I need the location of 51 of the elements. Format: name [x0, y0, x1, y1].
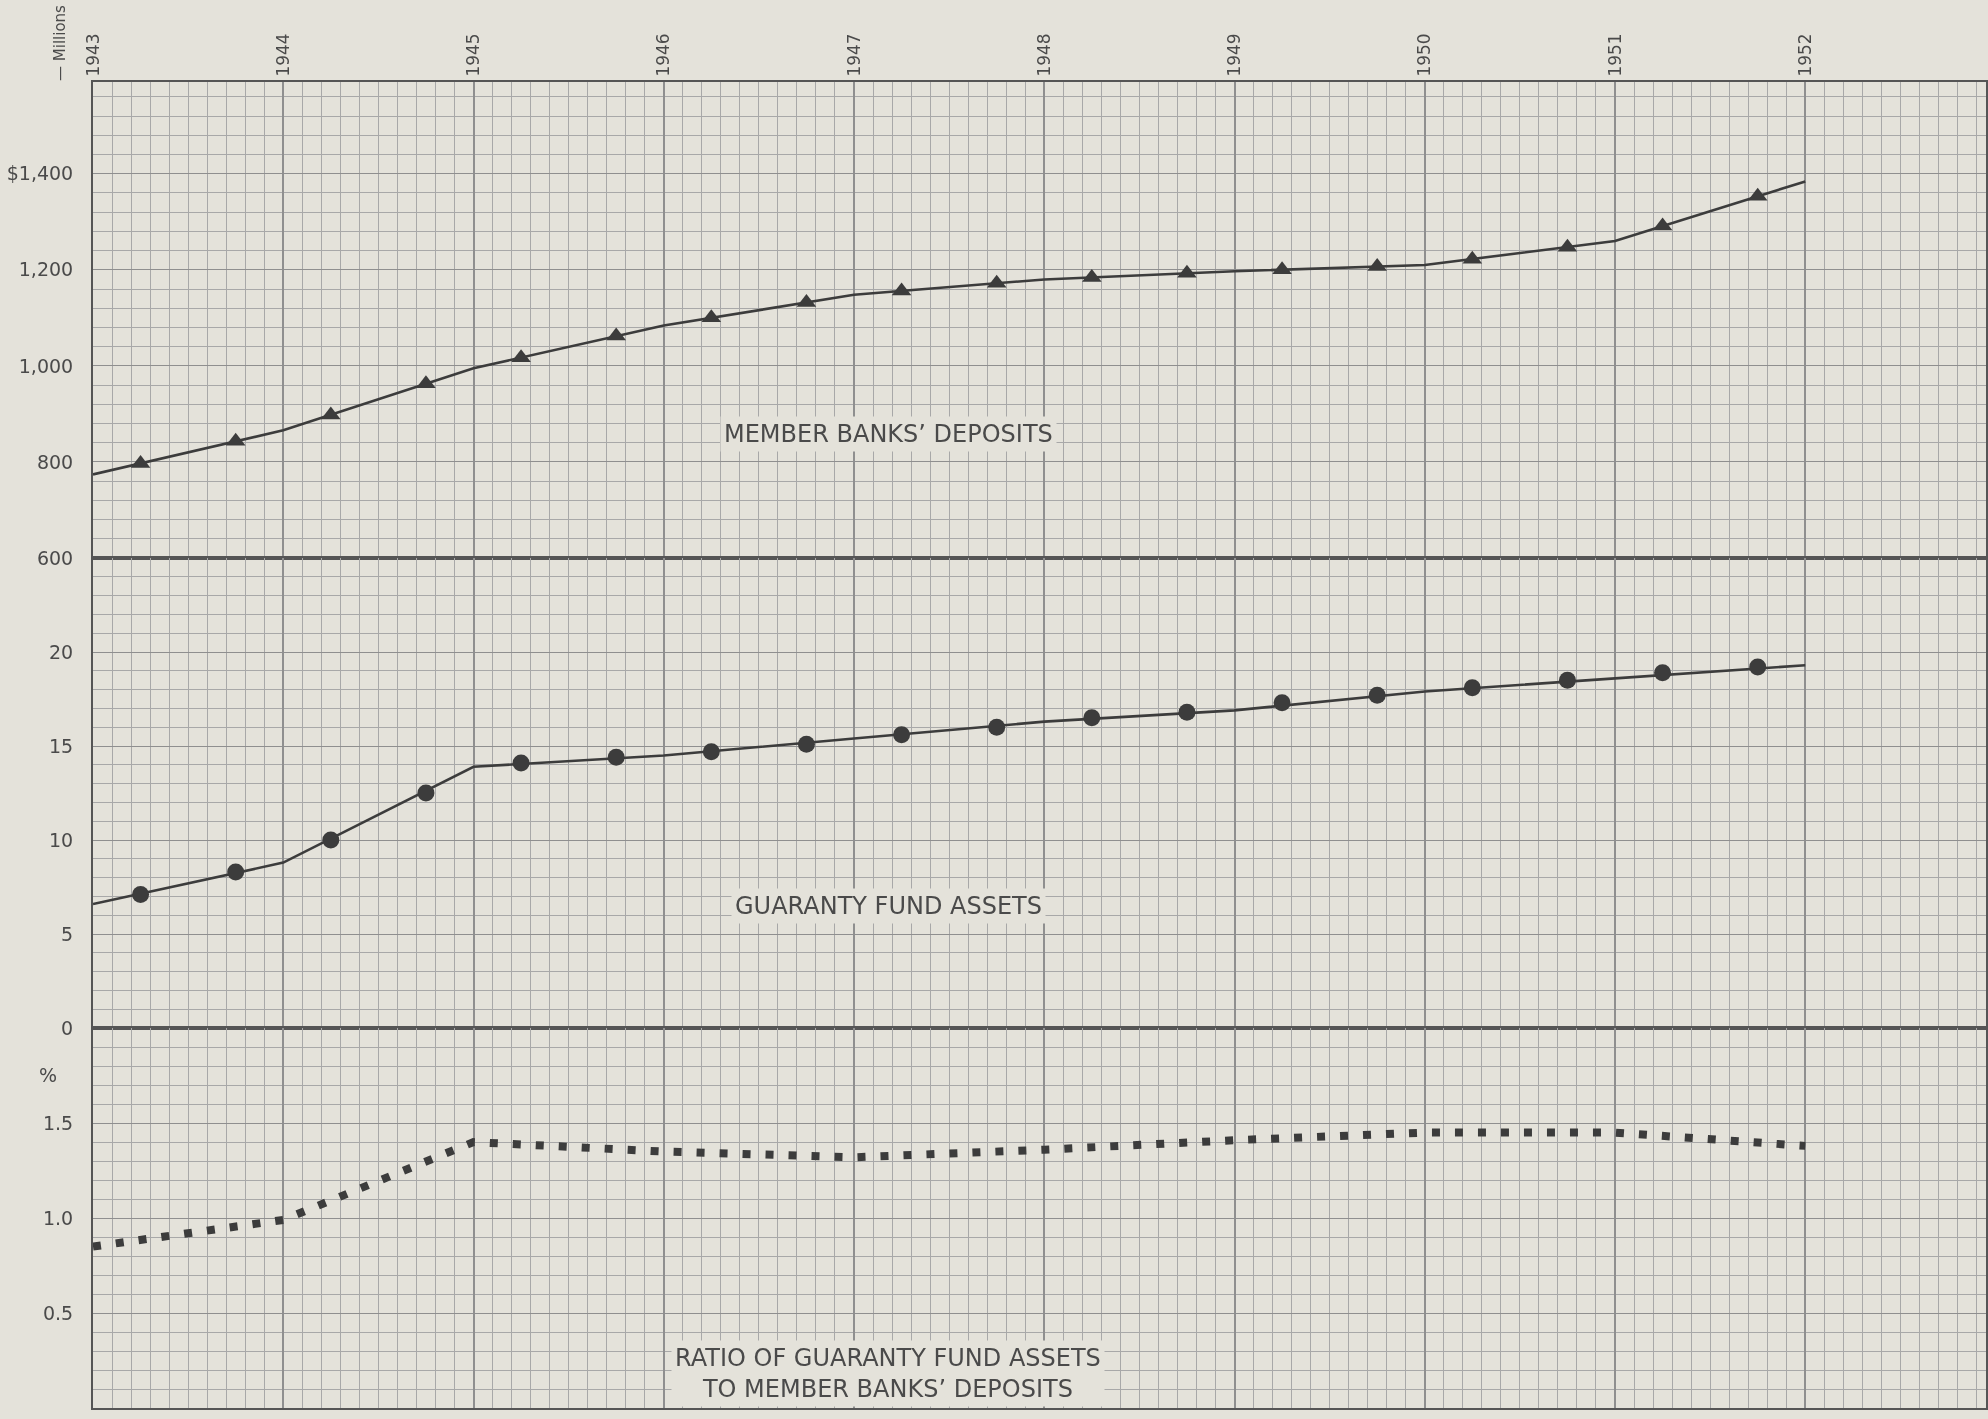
- point: [988, 718, 1006, 736]
- point: [702, 743, 720, 761]
- y-tick-label: 0: [61, 1016, 74, 1039]
- point: [797, 735, 815, 753]
- point: [1368, 686, 1386, 704]
- point: [1654, 664, 1672, 682]
- point: [606, 327, 626, 341]
- y-tick-label: 1,200: [18, 258, 74, 281]
- y-tick-label: 1.5: [42, 1111, 74, 1134]
- point: [1272, 261, 1292, 275]
- x-tick-label: 1943: [82, 33, 103, 77]
- point: [1463, 679, 1481, 697]
- point: [1083, 709, 1101, 727]
- x-tick-label: 1948: [1033, 33, 1054, 77]
- y-tick-label: 1.0: [42, 1206, 74, 1229]
- y-tick-label: 1,000: [18, 354, 74, 377]
- point: [132, 886, 150, 904]
- x-tick-label: 1946: [653, 33, 674, 77]
- x-tick-label: 1947: [843, 33, 864, 77]
- x-tick-label: 1949: [1224, 33, 1245, 77]
- y-tick-label: 15: [49, 734, 74, 757]
- point: [417, 784, 435, 802]
- point: [607, 748, 625, 766]
- y-tick-label: 5: [61, 922, 74, 945]
- point: [227, 863, 245, 881]
- text: GUARANTY FUND ASSETS: [735, 892, 1042, 920]
- point: [321, 406, 341, 420]
- x-tick-label: 1945: [463, 33, 484, 77]
- text: MEMBER BANKS’ DEPOSITS: [724, 420, 1053, 448]
- point: [1558, 671, 1576, 689]
- x-tick-label: 1944: [272, 33, 293, 77]
- x-tick-label: 1950: [1414, 33, 1435, 77]
- y-tick-label: 800: [36, 450, 74, 473]
- y-tick-label: 0.5: [42, 1301, 74, 1324]
- y-tick-label: 20: [49, 640, 74, 663]
- y-tick-label: 600: [36, 546, 74, 569]
- line-series: [93, 180, 1807, 476]
- point: [1273, 694, 1291, 712]
- x-tick-label: 1952: [1794, 33, 1815, 77]
- point: [1177, 264, 1197, 278]
- y-tick-label: 10: [49, 828, 74, 851]
- x-tick-label: 1951: [1604, 33, 1625, 77]
- point: [893, 726, 911, 744]
- y-tick-label: $1,400: [6, 162, 74, 185]
- point: [1178, 703, 1196, 721]
- text: RATIO OF GUARANTY FUND ASSETS TO MEMBER BANKS’ DEPOSITS: [675, 1344, 1101, 1404]
- y-axis-title: %: [39, 1064, 58, 1086]
- point: [322, 831, 340, 849]
- point: [1749, 658, 1767, 676]
- point: [512, 754, 530, 772]
- y-axis-title: — Millions: [50, 4, 69, 81]
